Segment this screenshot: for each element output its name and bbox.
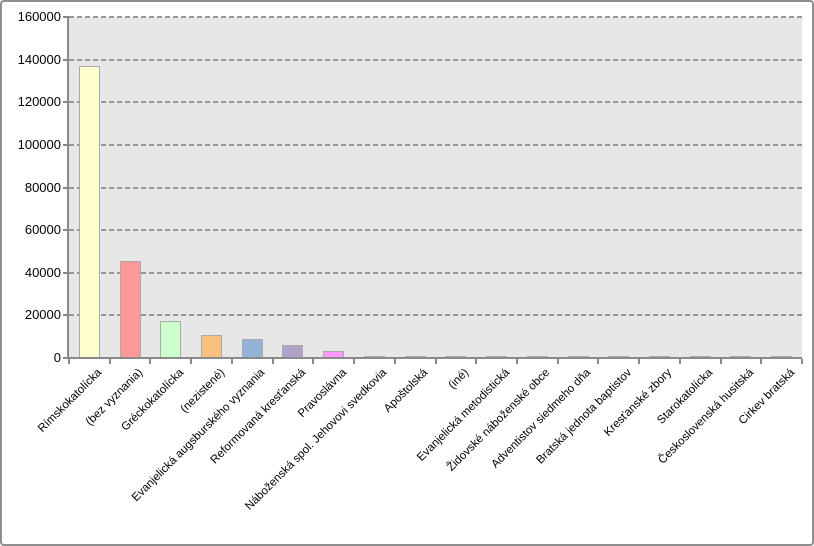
y-tick-label: 0 [53,350,61,365]
x-tick-mark [393,359,396,364]
x-tick-mark [434,359,437,364]
gridline [69,143,802,146]
gridline [69,271,802,274]
y-axis-line [67,16,69,359]
x-tick-mark [719,359,722,364]
x-tick-mark [801,359,803,364]
y-tick-label: 20000 [24,307,61,323]
y-tick-label: 40000 [24,264,61,280]
y-tick-mark [63,357,69,359]
x-tick-mark [271,359,274,364]
gridline [69,58,802,61]
x-tick-mark [312,359,315,364]
x-tick-mark [475,359,478,364]
x-tick-mark [68,359,70,364]
bar [282,345,304,358]
y-tick-mark [63,101,69,104]
bar [241,339,263,358]
y-tick-label: 60000 [24,222,61,238]
gridline [69,186,802,189]
y-tick-label: 160000 [17,9,61,24]
x-tick-mark [108,359,111,364]
gridline [69,229,802,232]
x-tick-mark [515,359,518,364]
x-axis-line [67,357,802,359]
x-tick-mark [638,359,641,364]
plot-area [69,16,802,358]
y-tick-label: 100000 [17,136,61,152]
bar [201,335,223,358]
x-tick-mark [760,359,763,364]
bar [160,321,182,358]
x-tick-mark [190,359,193,364]
gridline [69,314,802,317]
y-tick-mark [63,143,69,146]
y-tick-mark [63,186,69,189]
y-tick-mark [63,16,69,18]
x-tick-mark [678,359,681,364]
y-tick-mark [63,271,69,274]
x-tick-mark [556,359,559,364]
y-tick-label: 120000 [17,94,61,110]
gridline [69,101,802,104]
x-tick-mark [149,359,152,364]
gridline [69,16,802,18]
y-tick-mark [63,229,69,232]
x-tick-mark [597,359,600,364]
bar [323,351,345,358]
y-tick-label: 80000 [24,179,61,195]
bar [78,66,100,358]
y-tick-mark [63,58,69,61]
y-tick-mark [63,314,69,317]
y-tick-label: 140000 [17,51,61,67]
bar [119,261,141,358]
x-tick-mark [353,359,356,364]
x-tick-mark [230,359,233,364]
